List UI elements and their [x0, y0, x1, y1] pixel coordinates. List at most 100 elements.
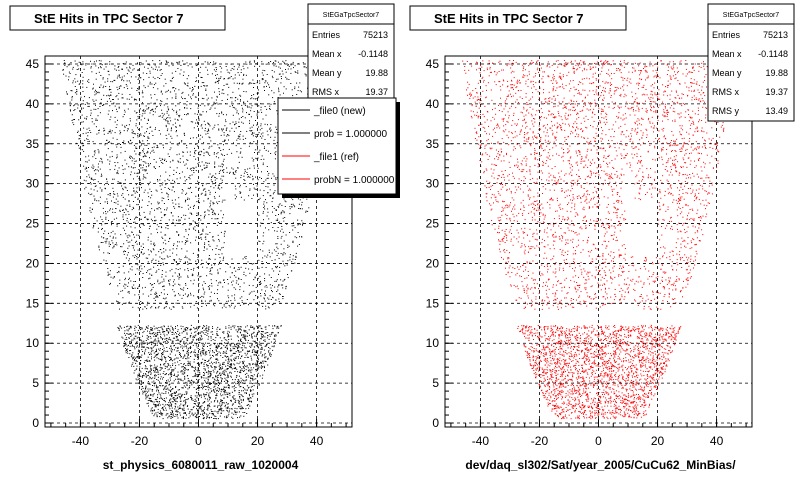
scatter-point	[157, 401, 159, 403]
scatter-point	[142, 167, 144, 169]
scatter-point	[220, 153, 222, 155]
scatter-point	[218, 157, 220, 159]
scatter-point	[197, 257, 199, 258]
scatter-point	[218, 115, 220, 117]
scatter-point	[219, 363, 221, 365]
scatter-point	[90, 188, 92, 190]
scatter-point	[123, 130, 125, 132]
scatter-point	[161, 359, 163, 360]
scatter-point	[141, 199, 143, 201]
scatter-point	[215, 418, 217, 420]
scatter-point	[214, 107, 216, 109]
scatter-point	[161, 252, 163, 254]
scatter-point	[163, 214, 165, 215]
scatter-point	[98, 150, 100, 152]
scatter-point	[124, 340, 125, 342]
scatter-point	[187, 360, 189, 362]
scatter-point	[137, 350, 139, 352]
scatter-point	[213, 187, 215, 189]
scatter-point	[150, 233, 152, 235]
scatter-point	[214, 258, 216, 260]
scatter-point	[169, 270, 171, 272]
scatter-point	[253, 111, 255, 112]
scatter-point	[171, 137, 173, 139]
scatter-point	[283, 212, 285, 214]
scatter-point	[185, 284, 187, 286]
scatter-point	[143, 330, 145, 332]
scatter-point	[253, 94, 255, 96]
scatter-point	[155, 306, 157, 308]
scatter-point	[216, 77, 217, 79]
scatter-point	[183, 133, 185, 135]
scatter-point	[203, 344, 205, 346]
scatter-point	[186, 107, 188, 109]
scatter-point	[170, 391, 171, 393]
scatter-point	[258, 343, 260, 345]
scatter-point	[126, 163, 128, 165]
scatter-point	[228, 339, 230, 340]
scatter-point	[187, 113, 189, 115]
scatter-point	[201, 385, 203, 387]
scatter-point	[170, 366, 172, 368]
scatter-point	[184, 180, 186, 182]
scatter-point	[195, 388, 197, 390]
scatter-point	[294, 71, 296, 73]
scatter-point	[205, 329, 207, 331]
scatter-point	[197, 367, 199, 368]
scatter-point	[142, 393, 144, 395]
scatter-point	[152, 394, 154, 396]
scatter-point	[273, 175, 275, 177]
scatter-point	[197, 402, 199, 404]
scatter-point	[97, 231, 99, 233]
scatter-point	[123, 243, 125, 245]
scatter-point	[224, 355, 226, 357]
scatter-point	[209, 397, 211, 399]
scatter-point	[193, 358, 195, 360]
scatter-point	[180, 346, 182, 348]
scatter-point	[210, 291, 212, 293]
scatter-point	[205, 233, 207, 235]
scatter-point	[179, 61, 181, 63]
scatter-point	[268, 249, 270, 251]
scatter-point	[81, 149, 83, 151]
scatter-point	[74, 119, 75, 120]
scatter-point	[83, 150, 85, 152]
scatter-point	[237, 350, 239, 351]
scatter-point	[276, 279, 278, 281]
scatter-point	[261, 171, 262, 173]
scatter-point	[206, 165, 208, 167]
scatter-point	[203, 332, 205, 334]
scatter-point	[227, 384, 229, 386]
scatter-point	[113, 245, 115, 247]
scatter-point	[247, 374, 249, 376]
scatter-point	[110, 208, 111, 210]
scatter-point	[125, 187, 127, 189]
scatter-point	[262, 195, 264, 197]
scatter-point	[185, 358, 187, 360]
scatter-point	[256, 158, 258, 160]
scatter-point	[165, 249, 167, 251]
scatter-point	[107, 132, 109, 134]
scatter-point	[196, 215, 197, 216]
scatter-point	[271, 304, 273, 306]
scatter-point	[182, 404, 184, 406]
scatter-point	[106, 95, 108, 97]
scatter-point	[172, 340, 174, 342]
scatter-point	[261, 61, 263, 63]
scatter-point	[273, 249, 275, 251]
scatter-point	[134, 370, 136, 372]
scatter-point	[241, 370, 243, 372]
scatter-point	[179, 274, 180, 276]
scatter-point	[148, 269, 150, 271]
scatter-point	[215, 156, 217, 158]
scatter-point	[227, 406, 229, 408]
scatter-point	[265, 267, 267, 268]
scatter-point	[118, 88, 120, 89]
scatter-point	[156, 333, 158, 335]
scatter-point	[171, 108, 173, 110]
scatter-point	[103, 127, 105, 129]
scatter-point	[163, 264, 165, 266]
scatter-point	[238, 277, 240, 279]
scatter-point	[181, 393, 183, 395]
scatter-point	[264, 82, 266, 84]
